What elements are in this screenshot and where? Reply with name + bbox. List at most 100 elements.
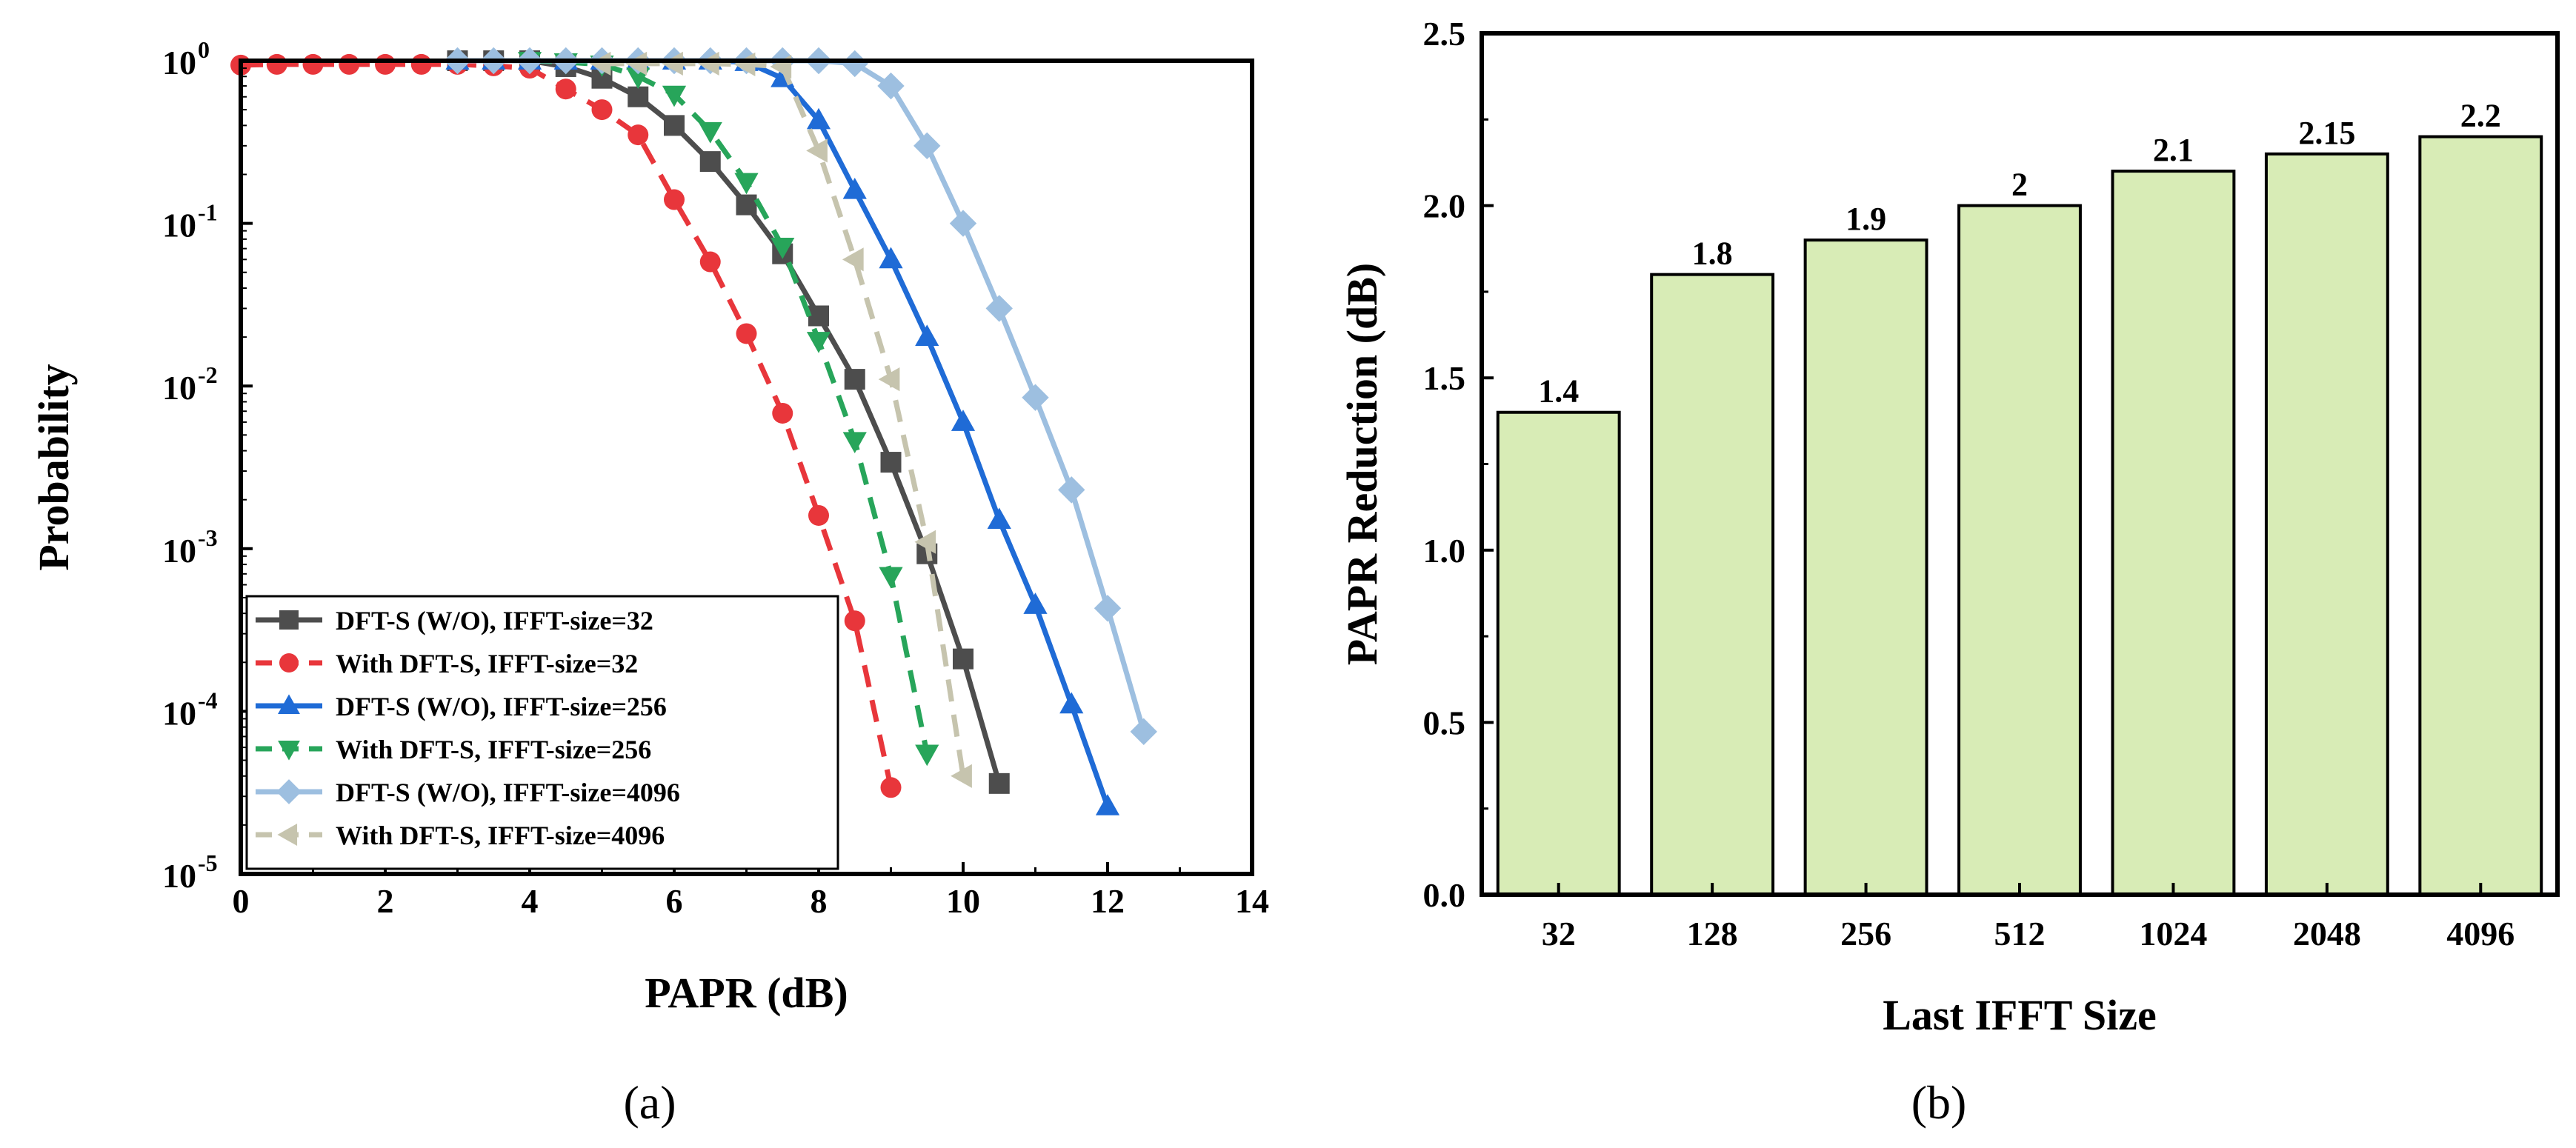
data-point xyxy=(842,247,864,272)
data-point xyxy=(914,530,936,554)
y-tick-label: 10 xyxy=(162,207,196,244)
data-point xyxy=(628,124,649,146)
y-tick-label: 10 xyxy=(162,857,196,895)
data-point xyxy=(339,53,360,75)
data-point xyxy=(844,369,865,390)
y-tick-label: 0.5 xyxy=(1423,704,1466,741)
x-tick-label: 512 xyxy=(1994,915,2046,952)
data-point xyxy=(733,52,756,76)
y-tick-exponent: -1 xyxy=(198,199,218,226)
y-tick-exponent: -3 xyxy=(198,524,218,551)
x-tick-label: 12 xyxy=(1091,882,1125,920)
bar xyxy=(1650,273,1775,896)
data-point xyxy=(662,51,683,76)
legend-marker xyxy=(278,740,300,761)
data-point xyxy=(951,764,972,788)
data-point xyxy=(555,79,576,100)
bar-value-label: 1.9 xyxy=(1846,201,1886,237)
panel-b-x-axis-label: Last IFFT Size xyxy=(1883,991,2157,1039)
data-point xyxy=(771,238,795,259)
data-point xyxy=(736,323,757,344)
data-point xyxy=(699,151,721,173)
data-point xyxy=(915,744,939,767)
series-5 xyxy=(589,51,972,788)
legend-label: With DFT-S, IFFT-size=256 xyxy=(336,735,651,764)
y-tick-label: 1.5 xyxy=(1423,359,1466,397)
x-tick-label: 2048 xyxy=(2293,915,2361,952)
x-tick-label: 0 xyxy=(233,882,250,920)
panel-b-bars: 1.4 1.8 1.9 2 2.1 2.15 2.2 xyxy=(1496,98,2543,897)
x-tick-label: 10 xyxy=(946,882,980,920)
y-tick-exponent: -2 xyxy=(198,361,218,388)
bar xyxy=(1496,410,1621,896)
data-point xyxy=(1130,718,1157,746)
bar-value-label: 2 xyxy=(2011,167,2028,203)
y-tick-base: 10 xyxy=(162,857,196,895)
data-point xyxy=(877,72,905,100)
y-tick-exponent: -5 xyxy=(198,850,218,876)
x-tick-label: 32 xyxy=(1542,915,1576,952)
y-tick-base: 10 xyxy=(162,207,196,244)
data-point xyxy=(698,121,722,144)
legend-label: With DFT-S, IFFT-size=4096 xyxy=(336,821,665,850)
legend-label: DFT-S (W/O), IFFT-size=4096 xyxy=(336,778,680,807)
data-point xyxy=(988,772,1010,794)
data-point xyxy=(841,50,868,78)
data-point xyxy=(806,139,828,163)
legend-marker xyxy=(279,653,299,673)
y-tick-label: 10 xyxy=(162,532,196,570)
x-tick-label: 256 xyxy=(1840,915,1891,952)
legend-label: DFT-S (W/O), IFFT-size=32 xyxy=(336,606,653,635)
x-tick-label: 4096 xyxy=(2446,915,2515,952)
x-tick-label: 6 xyxy=(666,882,683,920)
data-point xyxy=(410,53,432,75)
bar-value-label: 2.2 xyxy=(2460,98,2501,134)
data-point xyxy=(1095,794,1120,815)
data-point xyxy=(589,51,611,76)
y-tick-label: 10 xyxy=(162,694,196,732)
y-tick-label: 10 xyxy=(162,369,196,407)
bar-value-label: 1.4 xyxy=(1538,373,1579,410)
bar xyxy=(2418,135,2543,896)
panel-b-bar-chart: 1.4 1.8 1.9 2 2.1 2.15 2.2 0.0 0.5 1.0 1.5 2.0 2.5 3… xyxy=(1338,15,2560,1129)
data-point xyxy=(625,51,648,76)
data-point xyxy=(662,85,687,107)
y-tick-label: 2.5 xyxy=(1423,15,1466,53)
data-point xyxy=(879,247,903,269)
y-tick-label: 1.0 xyxy=(1423,532,1466,570)
data-point xyxy=(591,99,613,121)
data-point xyxy=(880,452,902,473)
legend-label: With DFT-S, IFFT-size=32 xyxy=(336,649,638,678)
data-point xyxy=(880,777,902,798)
legend-marker xyxy=(279,610,299,630)
legend-marker xyxy=(278,694,300,715)
panel-a-caption: (a) xyxy=(623,1076,676,1129)
panel-a-legend: DFT-S (W/O), IFFT-size=32 With DFT-S, IFF… xyxy=(245,595,839,870)
y-tick-base: 10 xyxy=(162,532,196,570)
data-point xyxy=(772,402,793,424)
bar xyxy=(1957,204,2082,897)
data-point xyxy=(302,53,324,75)
y-tick-base: 10 xyxy=(162,369,196,407)
legend-label: DFT-S (W/O), IFFT-size=256 xyxy=(336,692,667,721)
bar xyxy=(2264,152,2389,896)
x-tick-label: 128 xyxy=(1687,915,1738,952)
bar-value-label: 1.8 xyxy=(1692,236,1733,272)
y-tick-base: 10 xyxy=(162,44,196,81)
panel-a-series-layer xyxy=(230,47,1157,815)
bar xyxy=(2111,170,2236,896)
data-point xyxy=(736,194,757,216)
data-point xyxy=(953,648,974,670)
x-tick-label: 2 xyxy=(377,882,394,920)
data-point xyxy=(1094,595,1122,622)
y-tick-label: 10 xyxy=(162,44,196,81)
data-point xyxy=(1059,692,1084,714)
bar-value-label: 2.1 xyxy=(2153,132,2194,168)
data-point xyxy=(664,189,685,210)
data-point xyxy=(1022,384,1049,411)
data-point xyxy=(375,53,396,75)
bar xyxy=(1803,238,1928,896)
data-point xyxy=(878,367,900,392)
